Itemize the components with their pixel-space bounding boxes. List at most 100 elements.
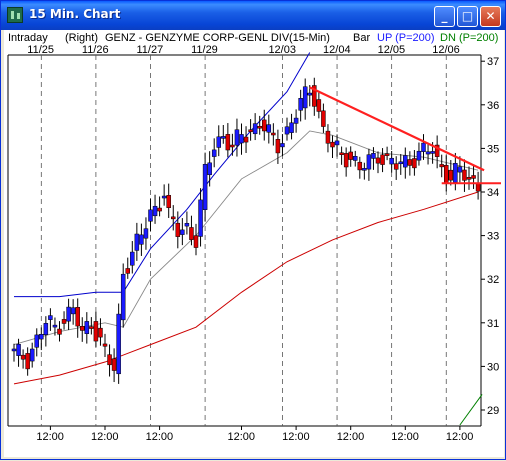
date-label: 12/04	[323, 44, 351, 56]
y-tick-label: 34	[487, 187, 499, 199]
time-label: 12:00	[228, 431, 256, 443]
candle-body	[389, 157, 394, 165]
candle-body	[143, 228, 149, 239]
y-tick-label: 32	[487, 274, 499, 286]
candle-body	[225, 134, 231, 151]
scale-side-label: (Right)	[65, 32, 98, 44]
time-label: 12:00	[391, 431, 419, 443]
date-label: 12/03	[268, 44, 296, 56]
candle-body	[252, 123, 258, 135]
candle-body	[462, 169, 467, 181]
candle-body	[312, 85, 317, 107]
candle-body	[466, 177, 472, 180]
maximize-button[interactable]: □	[457, 6, 478, 27]
y-tick-label: 30	[487, 361, 499, 373]
window-title: 15 Min. Chart	[29, 7, 121, 21]
candle-body	[321, 110, 326, 127]
candle-body	[307, 92, 312, 96]
candle-body	[316, 99, 322, 112]
candle-body	[289, 122, 294, 133]
candle-body	[366, 154, 372, 170]
candle-body	[444, 165, 449, 184]
candle-body	[266, 124, 272, 133]
resistance-trendline[interactable]	[309, 86, 485, 172]
candle-body	[184, 223, 190, 227]
candle-body	[448, 169, 454, 181]
candle-body	[221, 136, 226, 139]
candle-body	[34, 334, 39, 348]
candle-body	[175, 222, 181, 237]
y-tick-label: 31	[487, 318, 499, 330]
candle-body	[139, 234, 144, 245]
price-chart[interactable]: Intraday (Right) GENZ - GENZYME CORP-GEN…	[4, 30, 504, 457]
candle-body	[284, 126, 290, 135]
candle-body	[61, 319, 67, 324]
candle-body	[29, 348, 35, 362]
candle-body	[20, 354, 26, 360]
candle-body	[275, 139, 281, 154]
time-label: 12:00	[282, 431, 310, 443]
candle-body	[43, 323, 49, 335]
candle-body	[216, 136, 221, 148]
candle-body	[230, 144, 235, 148]
candle-body	[52, 324, 58, 328]
candle-body	[380, 154, 385, 165]
candle-body	[471, 175, 476, 179]
candle-body	[130, 251, 135, 266]
candle-body	[243, 136, 249, 143]
candle-body	[134, 233, 140, 251]
candle-body	[148, 209, 153, 222]
candle-body	[211, 149, 217, 157]
close-button[interactable]: ✕	[480, 6, 501, 27]
date-label: 11/27	[137, 44, 164, 56]
candle-body	[371, 153, 376, 159]
mode-label: Intraday	[8, 32, 48, 44]
candle-body	[348, 151, 353, 160]
candle-body	[457, 166, 463, 173]
candle-body	[157, 207, 162, 212]
candle-body	[25, 353, 30, 370]
candle-body	[66, 306, 71, 322]
candle-body	[398, 161, 403, 165]
candle-body	[375, 157, 381, 164]
candle-body	[120, 273, 126, 321]
title-bar[interactable]: 15 Min. Chart _ □ ✕	[1, 1, 505, 30]
dn-indicator-line	[459, 394, 483, 426]
candle-body	[98, 327, 103, 338]
candle-body	[403, 155, 408, 168]
candle-body	[298, 98, 303, 111]
candle-body	[80, 326, 85, 331]
candle-body	[334, 140, 340, 146]
date-label: 11/26	[82, 44, 109, 56]
candle-body	[193, 235, 199, 248]
candle-body	[430, 151, 435, 154]
minimize-button[interactable]: _	[434, 6, 455, 27]
candle-body	[325, 130, 331, 144]
time-label: 12:00	[446, 431, 474, 443]
candle-body	[434, 144, 440, 157]
y-tick-label: 36	[487, 100, 499, 112]
chart-area[interactable]: Intraday (Right) GENZ - GENZYME CORP-GEN…	[4, 30, 504, 457]
candle-body	[93, 321, 99, 342]
candle-body	[416, 150, 422, 161]
candle-body	[84, 321, 90, 334]
candle-body	[357, 161, 363, 171]
candle-body	[353, 156, 358, 161]
candle-body	[171, 216, 176, 220]
candle-body	[262, 119, 267, 132]
chart-style-label: Bar	[353, 32, 370, 44]
date-label: 11/29	[191, 44, 218, 56]
candle-body	[166, 195, 171, 208]
chart-app-icon[interactable]	[7, 7, 23, 23]
candle-body	[116, 313, 121, 375]
candle-body	[248, 129, 253, 133]
candle-body	[362, 168, 367, 171]
dn-indicator-label: DN (P=200)	[440, 32, 498, 44]
candle-body	[125, 268, 130, 274]
candle-body	[48, 315, 53, 320]
candle-body	[384, 153, 390, 156]
candle-body	[180, 229, 185, 235]
time-label: 12:00	[36, 431, 64, 443]
candle-body	[57, 328, 62, 335]
